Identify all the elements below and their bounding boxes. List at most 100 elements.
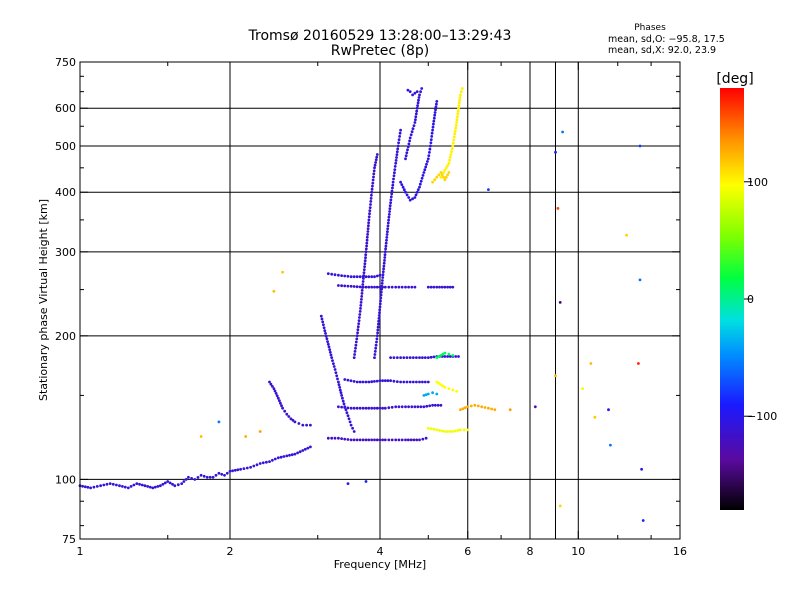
data-point bbox=[405, 356, 409, 359]
data-point bbox=[371, 178, 375, 182]
data-point bbox=[383, 406, 387, 410]
data-point bbox=[357, 322, 361, 325]
data-point bbox=[370, 193, 373, 197]
data-point bbox=[366, 230, 370, 233]
data-point bbox=[607, 408, 610, 412]
data-point bbox=[372, 172, 376, 176]
x-tick-label: 6 bbox=[464, 545, 471, 558]
data-point bbox=[406, 145, 410, 149]
data-point bbox=[196, 476, 200, 479]
data-point bbox=[554, 374, 557, 378]
data-point bbox=[358, 438, 362, 442]
x-tick-label: 16 bbox=[673, 545, 687, 558]
data-point bbox=[337, 383, 341, 387]
data-point bbox=[400, 405, 404, 409]
data-point bbox=[554, 150, 557, 154]
data-point bbox=[332, 365, 336, 368]
data-point bbox=[236, 468, 240, 472]
data-point bbox=[392, 356, 396, 359]
data-point bbox=[301, 423, 305, 427]
data-point bbox=[473, 403, 477, 407]
data-point bbox=[361, 280, 365, 283]
data-point bbox=[446, 173, 449, 177]
data-point bbox=[365, 235, 369, 239]
data-point bbox=[305, 423, 308, 427]
data-point bbox=[374, 346, 378, 350]
data-point bbox=[285, 454, 289, 458]
data-point bbox=[476, 404, 480, 408]
data-point bbox=[339, 391, 343, 395]
data-point bbox=[244, 435, 248, 438]
data-point bbox=[111, 482, 115, 486]
data-point bbox=[362, 277, 365, 280]
y-tick-label: 400 bbox=[55, 186, 76, 199]
data-point bbox=[638, 278, 642, 282]
colorbar-tick-label: −100 bbox=[747, 410, 777, 423]
data-point bbox=[456, 429, 460, 432]
data-point bbox=[208, 475, 212, 479]
data-point bbox=[272, 387, 276, 390]
data-point bbox=[379, 296, 383, 300]
data-point bbox=[205, 475, 209, 479]
data-point bbox=[454, 355, 458, 358]
data-point bbox=[352, 285, 356, 288]
data-point bbox=[397, 285, 401, 289]
data-point bbox=[276, 396, 280, 400]
data-point bbox=[335, 374, 339, 378]
data-point bbox=[387, 438, 391, 442]
data-point bbox=[326, 436, 330, 440]
data-point bbox=[415, 109, 419, 113]
data-point bbox=[429, 141, 433, 145]
data-point bbox=[378, 379, 382, 383]
data-point bbox=[487, 188, 490, 192]
data-point bbox=[387, 215, 391, 219]
data-point bbox=[108, 482, 112, 485]
data-point bbox=[558, 301, 562, 304]
data-point bbox=[265, 460, 268, 464]
data-point bbox=[333, 436, 337, 440]
data-point bbox=[338, 388, 342, 392]
data-point bbox=[92, 485, 96, 489]
data-point bbox=[349, 379, 353, 383]
data-point bbox=[411, 356, 415, 359]
data-point bbox=[392, 174, 396, 178]
data-point bbox=[375, 406, 379, 410]
data-point bbox=[388, 204, 392, 208]
data-point bbox=[385, 238, 388, 242]
data-point bbox=[163, 481, 167, 485]
data-point bbox=[455, 118, 459, 122]
data-point bbox=[405, 380, 409, 384]
data-point bbox=[352, 356, 356, 359]
data-point bbox=[319, 314, 323, 318]
data-point bbox=[442, 171, 445, 174]
data-point bbox=[463, 406, 467, 410]
data-point bbox=[422, 394, 426, 397]
y-tick-label: 600 bbox=[55, 102, 76, 115]
data-point bbox=[441, 384, 445, 388]
data-point bbox=[375, 379, 379, 383]
data-point bbox=[322, 323, 325, 327]
data-point bbox=[383, 285, 387, 289]
data-point bbox=[389, 379, 392, 383]
data-point bbox=[341, 399, 345, 403]
data-point bbox=[326, 272, 330, 275]
phases-heading: Phases bbox=[634, 23, 666, 33]
data-point bbox=[358, 310, 362, 313]
data-point bbox=[444, 175, 448, 179]
data-point bbox=[394, 285, 398, 289]
data-point bbox=[268, 460, 271, 463]
data-point bbox=[337, 436, 340, 440]
data-point bbox=[381, 406, 384, 410]
data-point bbox=[381, 270, 385, 274]
data-point bbox=[233, 468, 237, 472]
data-point bbox=[334, 371, 338, 374]
data-point bbox=[354, 343, 358, 347]
data-point bbox=[640, 467, 643, 471]
data-point bbox=[408, 136, 412, 140]
data-point bbox=[378, 305, 382, 309]
data-point bbox=[374, 343, 378, 347]
data-point bbox=[273, 457, 277, 461]
data-point bbox=[356, 331, 359, 335]
data-point bbox=[411, 127, 415, 131]
data-point bbox=[288, 453, 291, 457]
